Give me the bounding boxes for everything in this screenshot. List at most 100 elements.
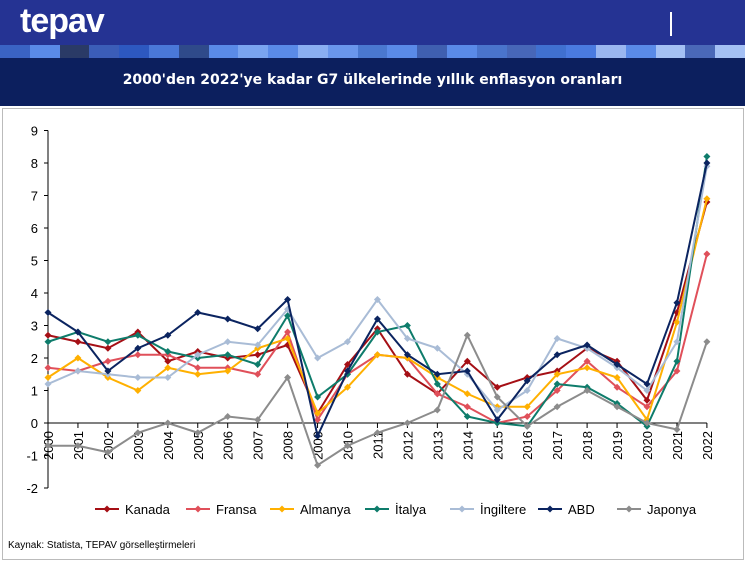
data-point — [224, 338, 232, 346]
data-point — [373, 328, 381, 336]
data-point — [583, 357, 591, 365]
data-point — [463, 403, 471, 411]
data-point — [463, 390, 471, 398]
legend-marker — [194, 505, 202, 513]
data-point — [523, 422, 531, 430]
data-point — [44, 364, 52, 372]
data-point — [194, 351, 202, 359]
x-tick-label: 2006 — [221, 431, 236, 460]
data-point — [44, 442, 52, 450]
data-point — [433, 390, 441, 398]
data-point — [703, 153, 711, 160]
data-point — [74, 367, 82, 375]
data-point — [224, 351, 232, 359]
data-point — [433, 380, 441, 388]
data-point — [673, 367, 681, 375]
stripe-block — [536, 45, 567, 58]
data-point — [104, 357, 112, 365]
legend-label: Almanya — [300, 502, 351, 517]
data-point — [164, 364, 172, 372]
stripe-block — [89, 45, 120, 58]
data-point — [134, 374, 142, 381]
data-point — [284, 374, 292, 381]
legend-marker — [546, 505, 554, 513]
data-point — [314, 409, 322, 417]
x-tick-label: 2019 — [610, 431, 625, 460]
stripe-block — [595, 45, 626, 58]
data-point — [74, 338, 82, 346]
chart-title: 2000'den 2022'ye kadar G7 ülkelerinde yı… — [0, 58, 745, 106]
data-point — [523, 403, 531, 411]
stripe-block — [417, 45, 447, 58]
data-point — [164, 331, 172, 339]
x-tick-label: 2018 — [580, 431, 595, 460]
data-point — [673, 357, 681, 365]
data-point — [643, 403, 651, 411]
data-point — [104, 338, 112, 346]
data-point — [403, 370, 411, 378]
data-point — [44, 331, 52, 339]
y-tick-label: 2 — [31, 351, 38, 366]
x-tick-label: 2016 — [520, 431, 535, 460]
y-tick-label: 3 — [31, 319, 38, 334]
data-point — [703, 195, 711, 203]
data-point — [44, 309, 52, 316]
data-point — [523, 413, 531, 420]
x-tick-label: 2017 — [550, 431, 565, 460]
data-point — [493, 416, 501, 424]
x-tick-label: 2008 — [281, 431, 296, 460]
data-point — [164, 419, 172, 427]
data-point — [164, 348, 172, 355]
stripe-block — [506, 45, 537, 58]
x-tick-label: 2005 — [191, 431, 206, 460]
chart-panel — [2, 108, 744, 560]
stripe-block — [208, 45, 239, 58]
legend-marker — [278, 505, 286, 513]
data-point — [433, 406, 441, 414]
data-point — [583, 364, 591, 372]
x-tick-label: 2007 — [251, 431, 266, 460]
data-point — [673, 299, 681, 307]
data-point — [673, 338, 681, 346]
y-tick-label: 9 — [31, 124, 38, 139]
data-point — [463, 367, 471, 375]
legend-marker — [458, 505, 466, 513]
data-point — [44, 380, 52, 388]
data-point — [493, 393, 501, 401]
x-tick-label: 2022 — [700, 431, 715, 460]
data-point — [284, 335, 292, 342]
y-tick-label: 8 — [31, 156, 38, 171]
series-line-İngiltere — [47, 166, 708, 412]
legend-marker — [103, 505, 111, 513]
tepav-logo: tepav — [20, 2, 105, 40]
data-point — [344, 442, 351, 450]
data-point — [44, 338, 52, 346]
series-line-İtalya — [47, 156, 708, 428]
data-point — [673, 318, 681, 326]
data-point — [344, 383, 351, 391]
data-point — [613, 383, 621, 391]
source-note: Kaynak: Statista, TEPAV görselleştirmele… — [8, 540, 196, 551]
stripe-block — [178, 45, 209, 58]
y-tick-label: 7 — [31, 189, 38, 204]
data-point — [284, 296, 292, 303]
data-point — [194, 370, 202, 378]
data-point — [463, 331, 471, 339]
data-point — [373, 296, 381, 303]
data-point — [134, 387, 142, 394]
data-point — [703, 250, 711, 258]
legend-label: Japonya — [647, 502, 697, 517]
data-point — [493, 406, 501, 414]
legend-label: İngiltere — [480, 502, 526, 517]
data-point — [314, 432, 322, 440]
data-point — [194, 429, 202, 437]
x-tick-label: 2011 — [370, 431, 385, 459]
data-point — [613, 374, 621, 381]
data-point — [254, 341, 262, 349]
data-point — [74, 354, 82, 362]
data-point — [224, 315, 232, 323]
y-tick-label: 4 — [31, 286, 38, 301]
legend-label: ABD — [568, 502, 595, 517]
x-tick-label: 2013 — [430, 431, 445, 460]
